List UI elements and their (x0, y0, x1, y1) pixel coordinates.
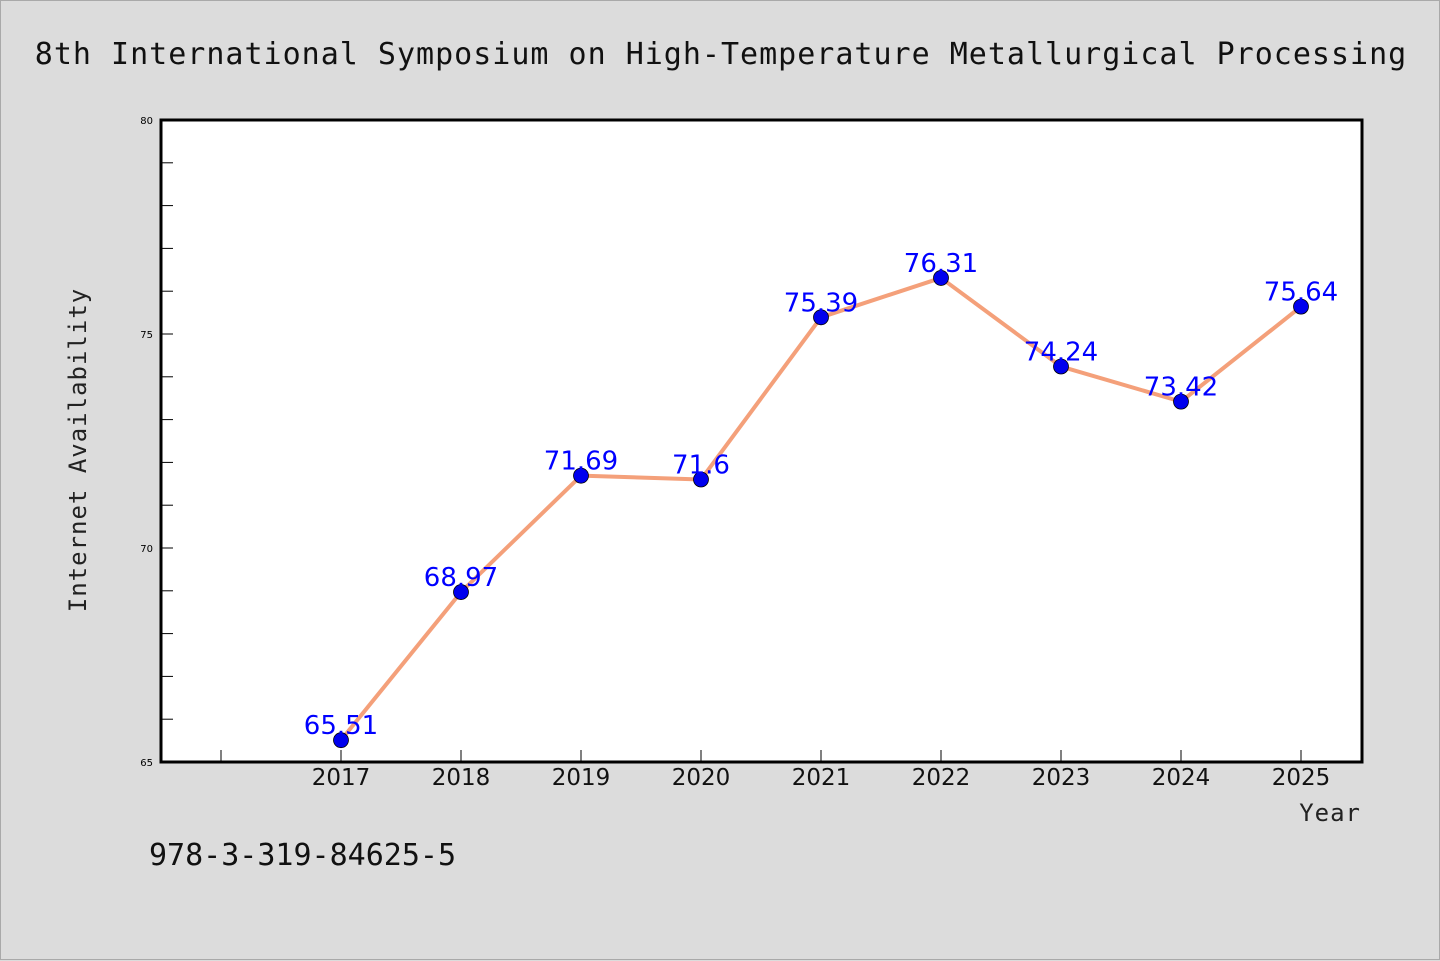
y-axis-label: Internet Availability (64, 288, 92, 612)
y-tick-label: 75 (140, 330, 153, 341)
data-label: 65.51 (304, 711, 378, 741)
data-label: 74.24 (1024, 338, 1098, 368)
data-point (933, 270, 949, 286)
x-tick-label: 2022 (912, 765, 971, 791)
data-label: 75.64 (1264, 278, 1338, 308)
y-tick-label: 65 (140, 758, 153, 769)
isbn-footnote: 978-3-319-84625-5 (149, 838, 456, 873)
x-tick-label: 2023 (1032, 765, 1091, 791)
y-tick-label: 70 (140, 544, 153, 555)
x-tick-label: 2024 (1152, 765, 1211, 791)
data-label: 71.69 (544, 447, 618, 477)
x-axis-label: Year (1299, 799, 1361, 827)
data-label: 68.97 (424, 563, 498, 593)
data-label: 76.31 (904, 249, 978, 279)
data-point (333, 732, 349, 749)
y-tick-labels: 65 70 75 80 (140, 116, 153, 769)
x-tick-label: 2021 (792, 765, 851, 791)
data-markers (333, 270, 1309, 749)
x-tick-labels: 2017 2018 2019 2020 2021 2022 2023 2024 2025 (312, 765, 1331, 791)
data-label: 71.6 (672, 451, 730, 481)
data-point (573, 467, 589, 484)
chart-title: 8th International Symposium on High-Temp… (35, 37, 1407, 72)
x-tick-label: 2017 (312, 765, 371, 791)
data-point (1293, 298, 1309, 315)
data-point (1173, 393, 1189, 410)
data-label: 73.42 (1144, 373, 1218, 403)
data-label: 75.39 (784, 288, 858, 318)
plot-area (161, 120, 1362, 762)
data-point (813, 309, 829, 326)
y-minor-ticks (161, 162, 173, 720)
x-tick-label: 2019 (552, 765, 611, 791)
plot-frame (159, 118, 1364, 764)
data-point (1053, 358, 1069, 375)
x-tick-label: 2020 (672, 765, 731, 791)
data-labels: 65.51 68.97 71.69 71.6 75.39 76.31 74.24 73.42 7… (304, 249, 1338, 741)
x-ticks (220, 750, 1302, 762)
y-tick-label: 80 (140, 116, 153, 127)
x-tick-label: 2018 (432, 765, 491, 791)
x-tick-label: 2025 (1272, 765, 1331, 791)
data-point (453, 584, 469, 600)
data-point (693, 471, 709, 488)
